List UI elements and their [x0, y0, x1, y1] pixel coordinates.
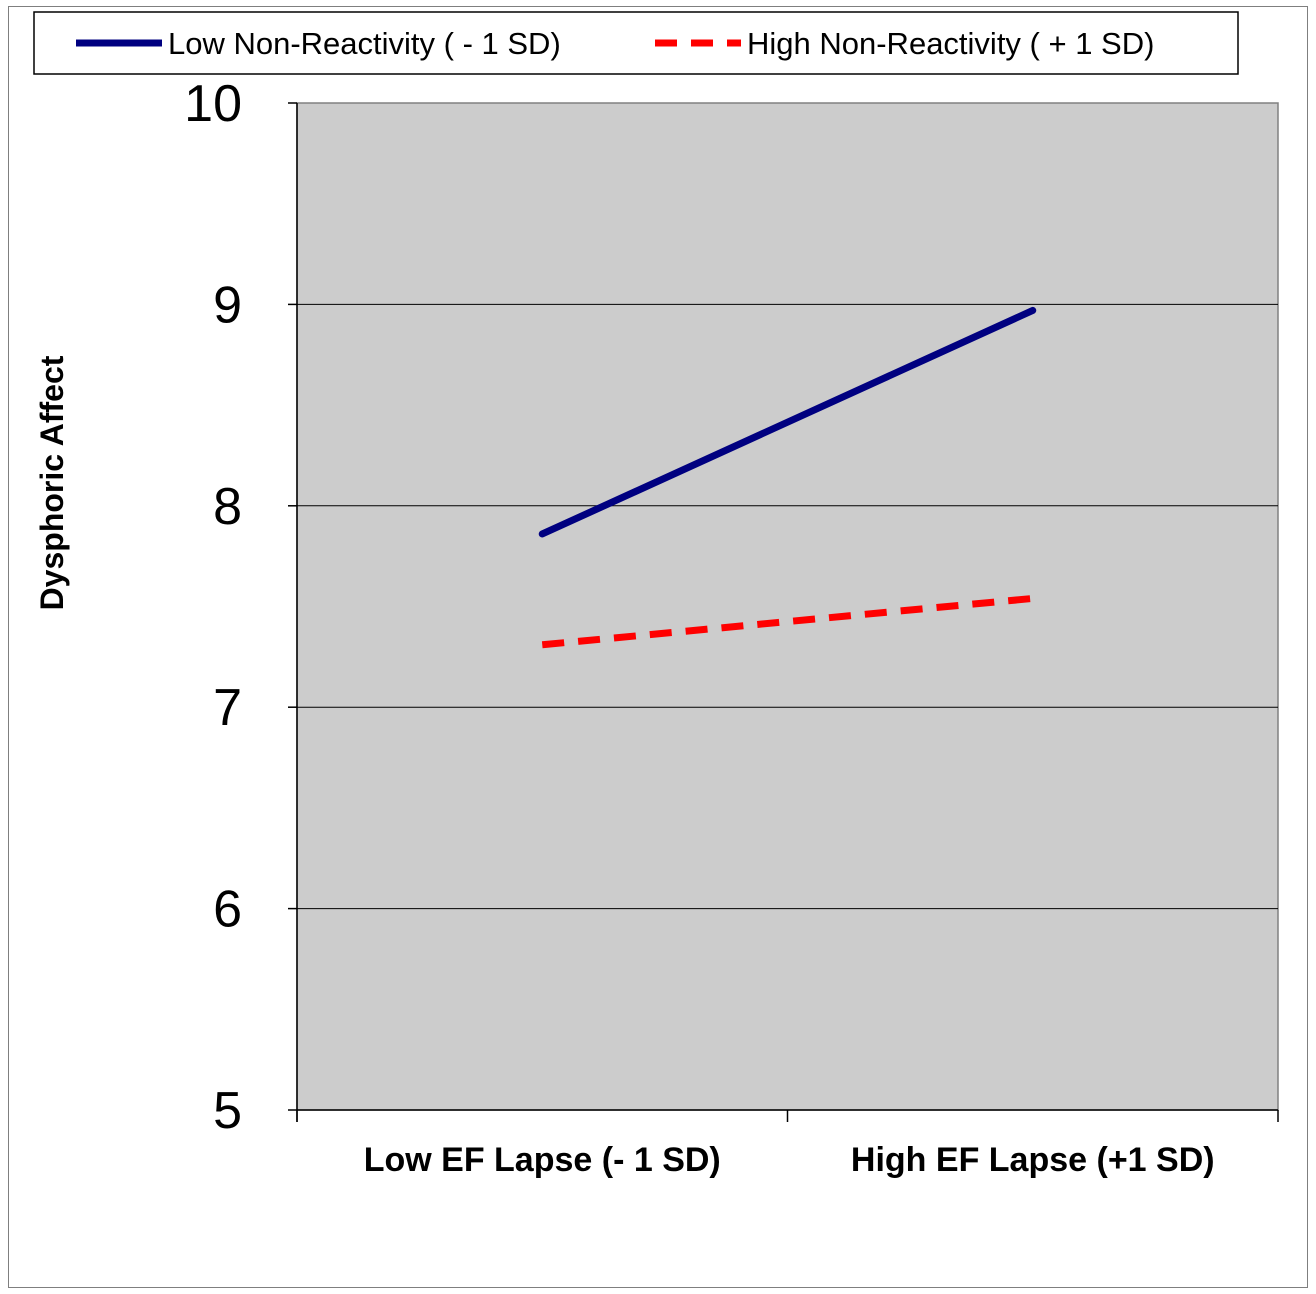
chart-frame [8, 6, 1308, 1288]
y-tick-label: 6 [213, 881, 242, 939]
legend-label-1: Low Non-Reactivity ( - 1 SD) [168, 26, 561, 61]
series-line-1 [538, 306, 1037, 538]
series-lines [538, 306, 1037, 649]
x-category-label: Low EF Lapse (- 1 SD) [364, 1141, 721, 1179]
plot-area [296, 102, 1279, 1111]
legend-box [33, 11, 1239, 75]
series-line-2 [541, 594, 1034, 649]
legend-label-2: High Non-Reactivity ( + 1 SD) [747, 26, 1154, 61]
y-tick-label: 9 [213, 276, 242, 334]
x-category-label: High EF Lapse (+1 SD) [851, 1141, 1215, 1179]
y-tick-label: 5 [213, 1082, 242, 1140]
y-axis-ticks: 5 6 7 8 9 10 [184, 75, 297, 1140]
y-tick-label: 7 [213, 679, 242, 737]
x-axis-ticks: Low EF Lapse (- 1 SD) High EF Lapse (+1 S… [296, 1110, 1279, 1179]
y-axis-title: Dysphoric Affect [34, 355, 70, 610]
legend: Low Non-Reactivity ( - 1 SD) High Non-Rea… [33, 11, 1239, 75]
y-tick-label: 8 [213, 478, 242, 536]
y-tick-label: 10 [184, 75, 242, 133]
gridlines [297, 303, 1278, 910]
